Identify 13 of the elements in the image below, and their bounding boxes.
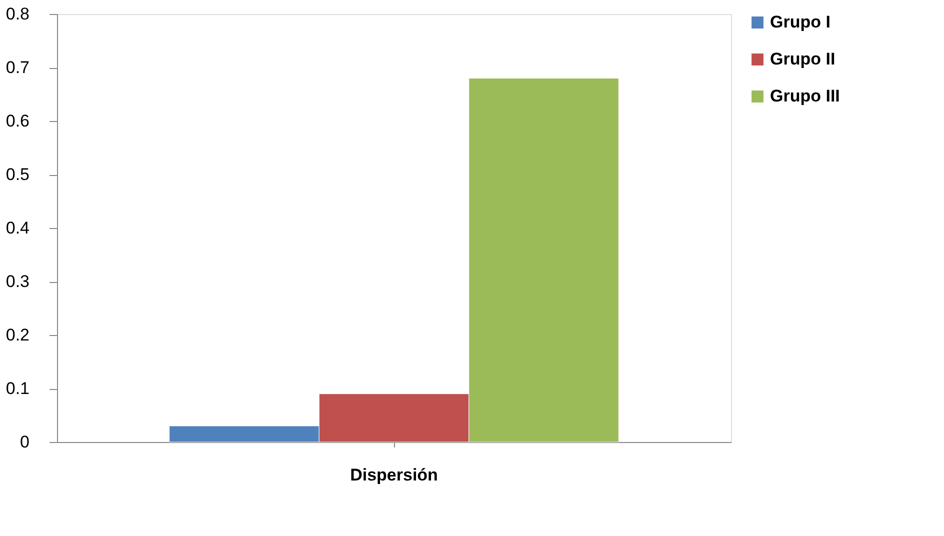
y-tick-label: 0.1 xyxy=(6,379,30,398)
legend-label: Grupo I xyxy=(770,12,830,32)
y-tick-label: 0.5 xyxy=(6,165,30,184)
legend-label: Grupo III xyxy=(770,86,840,106)
y-tick-label: 0.2 xyxy=(6,326,30,344)
y-tick-label: 0.7 xyxy=(6,58,30,77)
y-tick-label: 0.3 xyxy=(6,272,30,291)
y-tick-label: 0.8 xyxy=(6,4,30,24)
x-tick-label: Dispersión xyxy=(350,466,438,484)
y-tick-label: 0.4 xyxy=(6,218,30,238)
y-tick-label: 0.6 xyxy=(6,112,30,130)
y-tick-label: 0 xyxy=(20,432,30,452)
legend-label: Grupo II xyxy=(770,50,836,68)
